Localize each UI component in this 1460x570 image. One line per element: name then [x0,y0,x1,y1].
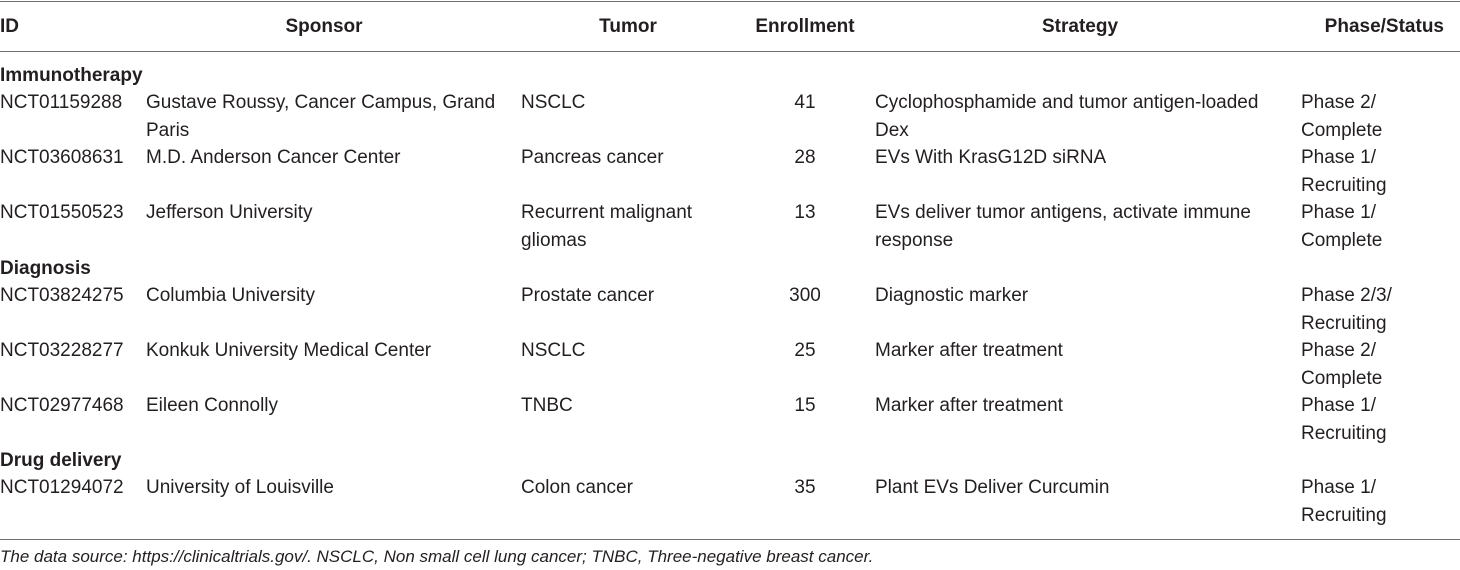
cell-id: NCT01159288 [0,92,123,113]
cell-strategy: Diagnostic marker [875,285,1029,306]
cell-phase-status: Phase 1/ Recruiting [1301,147,1387,196]
cell-strategy: Marker after treatment [875,395,1063,416]
cell-strategy: Cyclophosphamide and tumor antigen-loade… [875,92,1259,141]
table-header-row: ID Sponsor Tumor Enrollment Strategy Pha… [0,15,1460,41]
cell-enrollment: 15 [794,395,816,416]
cell-sponsor: Konkuk University Medical Center [146,340,432,361]
cell-enrollment: 13 [794,202,816,223]
table-footnote: The data source: https://clinicaltrials.… [0,547,874,566]
table-header-rule [0,51,1460,52]
cell-phase-status: Phase 2/ Complete [1301,92,1383,141]
table-bottom-rule [0,539,1460,540]
cell-enrollment: 41 [794,92,816,113]
cell-enrollment: 25 [794,340,816,361]
cell-tumor: Pancreas cancer [521,147,664,168]
header-tumor: Tumor [599,16,657,37]
cell-tumor: Prostate cancer [521,285,655,306]
cell-id: NCT01294072 [0,477,124,498]
cell-sponsor: Columbia University [146,285,315,306]
cell-sponsor: University of Louisville [146,477,334,498]
cell-sponsor: Gustave Roussy, Cancer Campus, Grand Par… [146,92,496,141]
cell-tumor: TNBC [521,395,573,416]
cell-tumor: NSCLC [521,340,586,361]
cell-strategy: EVs With KrasG12D siRNA [875,147,1107,168]
table-top-rule [0,1,1460,2]
cell-sponsor: M.D. Anderson Cancer Center [146,147,401,168]
header-id: ID [0,16,19,37]
header-enrollment: Enrollment [755,16,855,37]
cell-phase-status: Phase 1/ Complete [1301,202,1383,251]
cell-strategy: EVs deliver tumor antigens, activate imm… [875,202,1251,251]
cell-enrollment: 300 [789,285,821,306]
section-title-diagnosis: Diagnosis [0,258,91,279]
cell-strategy: Plant EVs Deliver Curcumin [875,477,1110,498]
cell-strategy: Marker after treatment [875,340,1063,361]
cell-id: NCT03608631 [0,147,124,168]
cell-phase-status: Phase 2/ Complete [1301,340,1383,389]
cell-sponsor: Eileen Connolly [146,395,279,416]
cell-tumor: Colon cancer [521,477,633,498]
cell-id: NCT01550523 [0,202,124,223]
cell-phase-status: Phase 1/ Recruiting [1301,395,1387,444]
cell-phase-status: Phase 2/3/ Recruiting [1301,285,1392,334]
cell-tumor: Recurrent malignant gliomas [521,202,693,251]
cell-tumor: NSCLC [521,92,586,113]
cell-id: NCT03824275 [0,285,124,306]
cell-id: NCT03228277 [0,340,124,361]
header-strategy: Strategy [1041,16,1119,37]
header-sponsor: Sponsor [285,16,363,37]
cell-phase-status: Phase 1/ Recruiting [1301,477,1387,526]
section-title-immunotherapy: Immunotherapy [0,65,143,86]
cell-sponsor: Jefferson University [146,202,313,223]
section-title-drug-delivery: Drug delivery [0,450,122,471]
header-phase-status: Phase/Status [1324,16,1444,37]
cell-id: NCT02977468 [0,395,124,416]
cell-enrollment: 28 [794,147,816,168]
cell-enrollment: 35 [794,477,816,498]
